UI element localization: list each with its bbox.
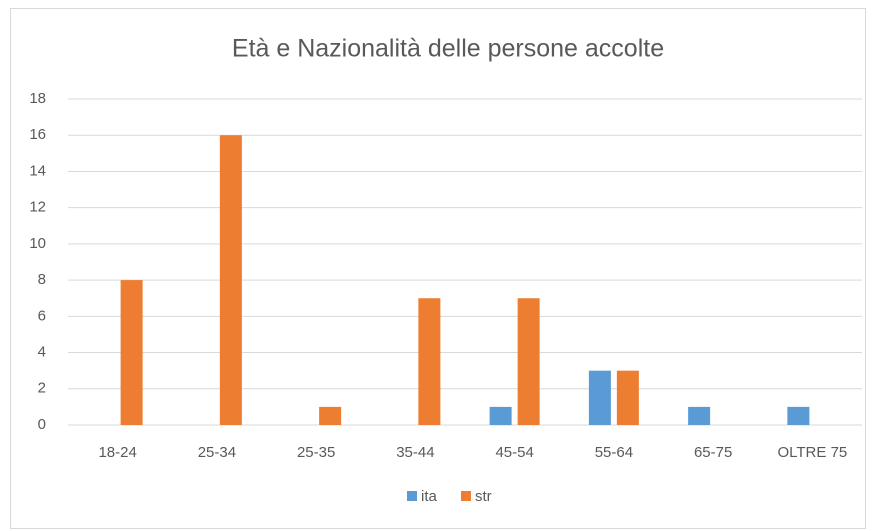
legend-label: str <box>475 488 492 505</box>
x-tick-label: 18-24 <box>98 444 136 461</box>
y-tick-label: 0 <box>38 416 46 433</box>
bar <box>616 370 639 425</box>
bar <box>418 298 441 425</box>
x-tick-label: 35-44 <box>396 444 434 461</box>
legend-swatch <box>461 491 471 501</box>
bar <box>787 406 810 425</box>
x-tick-label: 55-64 <box>595 444 633 461</box>
y-tick-label: 14 <box>29 162 46 179</box>
x-tick-label: OLTRE 75 <box>778 444 848 461</box>
x-tick-label: 45-54 <box>495 444 533 461</box>
x-tick-label: 25-34 <box>198 444 236 461</box>
y-tick-label: 6 <box>38 307 46 324</box>
x-tick-label: 25-35 <box>297 444 335 461</box>
y-tick-label: 4 <box>38 344 46 361</box>
y-tick-label: 10 <box>29 235 46 252</box>
y-tick-label: 8 <box>38 271 46 288</box>
bar <box>517 298 540 425</box>
y-tick-label: 12 <box>29 199 46 216</box>
chart-border <box>10 8 866 529</box>
bar <box>588 370 611 425</box>
y-tick-label: 18 <box>29 90 46 107</box>
legend-label: ita <box>421 488 438 505</box>
bar <box>120 280 143 425</box>
bar <box>688 406 711 425</box>
y-tick-label: 2 <box>38 380 46 397</box>
x-tick-label: 65-75 <box>694 444 732 461</box>
bar <box>219 135 242 425</box>
bar <box>319 406 342 425</box>
y-tick-label: 16 <box>29 126 46 143</box>
chart-title: Età e Nazionalità delle persone accolte <box>232 35 664 63</box>
bar <box>489 406 512 425</box>
legend-swatch <box>407 491 417 501</box>
